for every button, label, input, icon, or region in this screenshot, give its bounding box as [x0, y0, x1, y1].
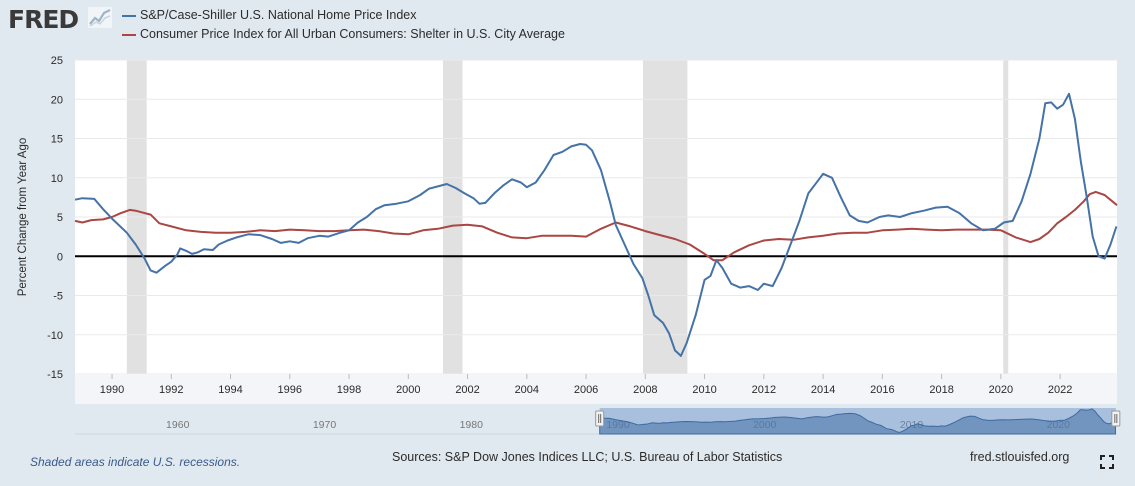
navigator-label: 1970	[313, 419, 337, 431]
x-tick-label: 1992	[159, 384, 183, 396]
y-tick-label: 0	[57, 251, 63, 263]
recession-note: Shaded areas indicate U.S. recessions.	[30, 455, 241, 469]
fred-logo[interactable]: FRED	[8, 5, 79, 34]
legend-swatch-home-price	[122, 15, 136, 17]
x-tick-label: 2014	[811, 384, 835, 396]
fred-url[interactable]: fred.stlouisfed.org	[970, 450, 1070, 464]
x-tick-label: 2016	[870, 384, 894, 396]
navigator-series	[599, 408, 1116, 435]
x-tick-label: 1990	[100, 384, 124, 396]
y-tick-label: 20	[51, 94, 63, 106]
x-tick-label: 2000	[396, 384, 420, 396]
navigator[interactable]: 1960197019801990200020102020	[75, 408, 1121, 435]
x-axis-band	[75, 374, 1117, 404]
y-tick-label: 25	[51, 55, 63, 67]
x-tick-label: 1998	[337, 384, 361, 396]
fullscreen-icon[interactable]	[1100, 455, 1114, 469]
header: FRED S&P/Case-Shiller U.S. National Home…	[0, 0, 1135, 58]
x-tick-label: 2008	[633, 384, 657, 396]
sources-text: Sources: S&P Dow Jones Indices LLC; U.S.…	[392, 450, 783, 464]
legend-label-cpi-shelter: Consumer Price Index for All Urban Consu…	[140, 27, 565, 41]
legend-swatch-cpi-shelter	[122, 34, 136, 36]
y-tick-label: -5	[53, 291, 63, 303]
series-line-home-price	[74, 92, 1118, 357]
navigator-handle-left[interactable]	[595, 410, 605, 427]
x-tick-label: 1996	[278, 384, 302, 396]
navigator-label: 1980	[460, 419, 484, 431]
navigator-label: 1960	[166, 419, 190, 431]
y-tick-label: 15	[51, 134, 63, 146]
legend-label-home-price: S&P/Case-Shiller U.S. National Home Pric…	[140, 8, 417, 22]
y-axis-label: Percent Change from Year Ago	[17, 138, 29, 297]
x-tick-label: 2010	[692, 384, 716, 396]
y-tick-label: -15	[47, 369, 63, 381]
x-tick-label: 2022	[1048, 384, 1072, 396]
y-tick-label: -10	[47, 330, 63, 342]
x-tick-label: 1994	[218, 384, 242, 396]
chart-line-icon	[88, 7, 112, 28]
x-tick-label: 2002	[455, 384, 479, 396]
x-tick-label: 2020	[989, 384, 1013, 396]
x-tick-label: 2006	[574, 384, 598, 396]
x-tick-label: 2004	[515, 384, 539, 396]
x-tick-label: 2018	[929, 384, 953, 396]
x-axis: 1990 1992 1994 1996 1998 2000 2002 2004 2006 2008…	[75, 374, 1117, 404]
x-tick-label: 2012	[752, 384, 776, 396]
y-axis: 25 20 15 10 5 0 -5 -10 -15	[47, 55, 63, 381]
navigator-handle-right[interactable]	[1111, 410, 1121, 427]
series-lines	[74, 92, 1118, 357]
y-tick-label: 5	[57, 212, 63, 224]
y-tick-label: 10	[51, 173, 63, 185]
